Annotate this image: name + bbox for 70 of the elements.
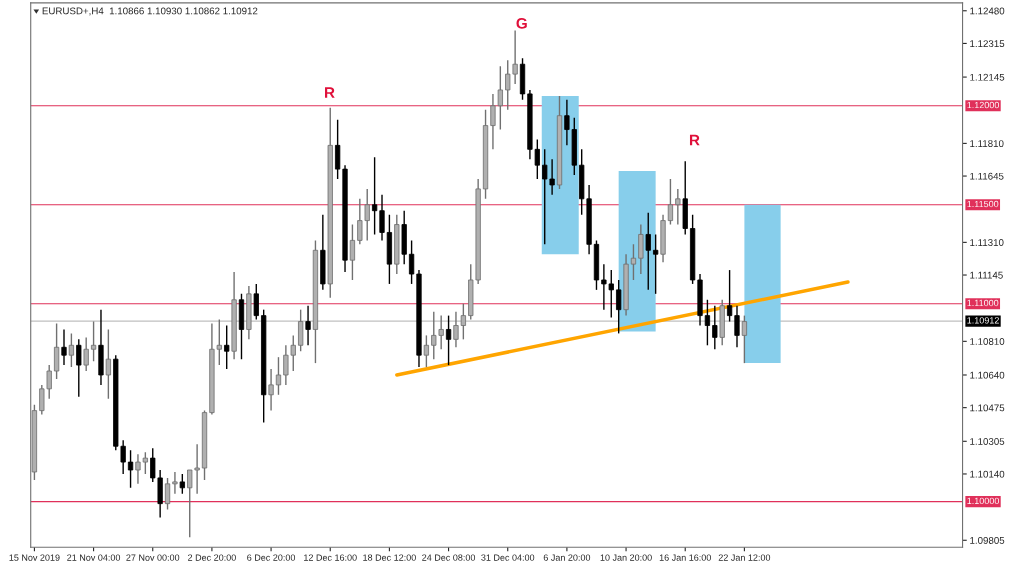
y-tick-label: 1.12315 <box>970 40 1005 48</box>
candlestick <box>305 305 311 346</box>
candlestick <box>653 233 659 295</box>
candlestick <box>105 328 112 400</box>
ref-line-label: 1.11000 <box>967 299 999 307</box>
candlestick <box>675 188 681 226</box>
y-tick-label: 1.10640 <box>970 371 1005 379</box>
x-tick-label: 27 Nov 00:00 <box>126 554 180 561</box>
candlestick <box>253 283 259 321</box>
candlestick <box>83 336 89 372</box>
ref-line-label: 1.12000 <box>967 101 1000 109</box>
candlestick <box>349 223 356 281</box>
annotation: G <box>516 17 527 29</box>
annotation: R <box>689 134 700 146</box>
x-tick-label: 10 Jan 20:00 <box>600 554 652 561</box>
x-tick-label: 21 Nov 04:00 <box>67 554 121 561</box>
x-tick-label: 24 Dec 08:00 <box>422 554 476 561</box>
candlestick <box>667 178 674 226</box>
chart-title: EURUSD+,H4 1.10866 1.10930 1.10862 1.10912 <box>42 7 258 16</box>
candlestick <box>164 477 171 511</box>
y-tick-label: 1.12145 <box>970 73 1005 81</box>
ref-line-label: 1.11500 <box>967 200 999 208</box>
y-tick-label: 1.11810 <box>970 140 1004 148</box>
candlestick <box>726 269 733 323</box>
y-tick-label: 1.10810 <box>970 338 1005 345</box>
candlestick <box>645 211 651 291</box>
candlestick <box>379 194 385 242</box>
y-tick-label: 1.11310 <box>970 239 1004 246</box>
candlestick <box>616 279 622 335</box>
candlestick <box>61 328 67 366</box>
candlestick <box>172 471 178 495</box>
candlestick <box>268 368 274 412</box>
candlestick <box>224 324 230 370</box>
candlestick <box>638 223 644 275</box>
candlestick <box>630 243 637 281</box>
annotation: R <box>325 87 335 98</box>
candlestick <box>90 320 97 362</box>
x-tick-label: 2 Dec 20:00 <box>188 554 236 561</box>
y-tick-label: 1.10140 <box>970 470 1005 478</box>
x-tick-label: 16 Jan 16:00 <box>659 554 711 561</box>
candlestick <box>179 473 185 495</box>
ref-line-label: 1.10000 <box>967 497 1000 505</box>
candlestick <box>275 356 282 396</box>
candlestick <box>68 332 75 368</box>
y-tick-label: 1.12480 <box>970 7 1005 15</box>
candlestick <box>127 449 134 489</box>
y-tick-label: 1.09805 <box>970 537 1005 544</box>
y-tick-label: 1.11645 <box>970 172 1004 180</box>
x-tick-label: 15 Nov 2019 <box>9 554 60 561</box>
candlestick <box>734 305 740 348</box>
y-tick-label: 1.10475 <box>970 404 1005 412</box>
x-tick-label: 12 Dec 16:00 <box>304 554 357 561</box>
candlestick <box>408 239 415 285</box>
candlestick <box>298 308 304 352</box>
ref-line-label: 1.10912 <box>967 317 999 324</box>
candlestick <box>423 334 430 368</box>
x-tick-label: 31 Dec 04:00 <box>481 554 535 561</box>
candlestick <box>704 299 711 346</box>
x-tick-label: 6 Dec 20:00 <box>247 554 296 561</box>
candlestick <box>371 156 378 236</box>
candlestick <box>76 338 82 398</box>
candlestick <box>53 322 60 380</box>
candlestick <box>445 314 452 366</box>
x-tick-label: 18 Dec 12:00 <box>363 554 416 561</box>
x-tick-label: 22 Jan 12:00 <box>718 554 771 561</box>
y-tick-label: 1.11145 <box>970 271 1003 279</box>
x-tick-label: 6 Jan 20:00 <box>543 554 591 561</box>
candlestick <box>712 305 718 350</box>
candlestick <box>741 314 748 364</box>
y-tick-label: 1.10305 <box>970 438 1005 445</box>
